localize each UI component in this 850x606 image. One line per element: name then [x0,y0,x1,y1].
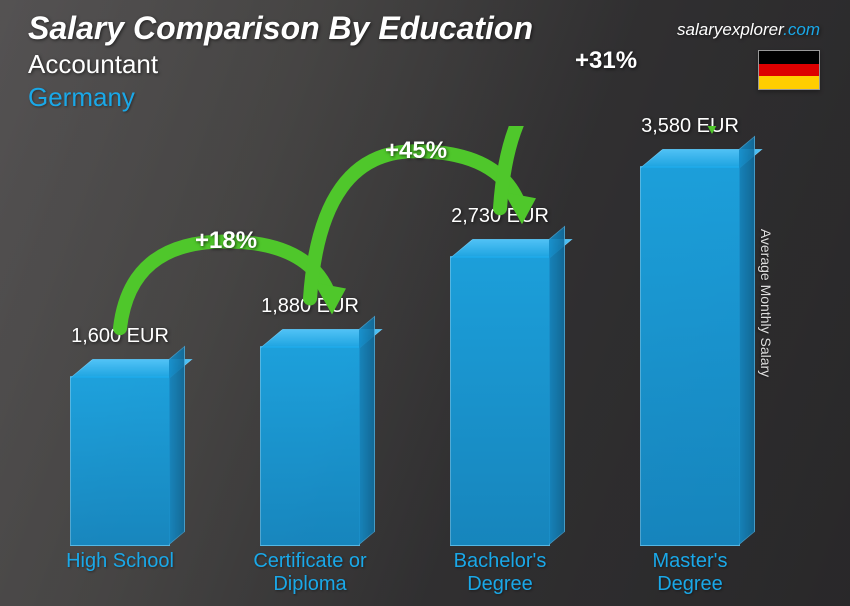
xaxis-label: High School [35,550,205,573]
flag-stripe-0 [759,51,819,64]
site-watermark: salaryexplorer.com [677,20,820,40]
bar-value-label: 2,730 EUR [430,205,570,228]
bar [260,346,360,546]
increase-pct-label: +45% [385,137,447,165]
flag-germany [758,50,820,90]
bar-value-label: 1,880 EUR [240,295,380,318]
chart-country: Germany [28,82,830,113]
bar-value-label: 3,580 EUR [620,115,760,138]
xaxis-label: Certificate orDiploma [225,550,395,596]
bar-chart: 1,600 EUR1,880 EUR2,730 EUR3,580 EUR+18%… [50,126,790,546]
site-tld: .com [783,20,820,39]
site-name: salaryexplorer [677,20,783,39]
flag-stripe-2 [759,76,819,89]
xaxis-label: Master'sDegree [605,550,775,596]
increase-pct-label: +18% [195,227,257,255]
chart-subtitle: Accountant [28,49,830,80]
xaxis-label: Bachelor'sDegree [415,550,585,596]
increase-pct-label: +31% [575,47,637,75]
bar [70,376,170,546]
xaxis-labels: High SchoolCertificate orDiplomaBachelor… [50,550,790,598]
bar [640,166,740,546]
bar-value-label: 1,600 EUR [50,325,190,348]
bar [450,256,550,546]
flag-stripe-1 [759,64,819,77]
